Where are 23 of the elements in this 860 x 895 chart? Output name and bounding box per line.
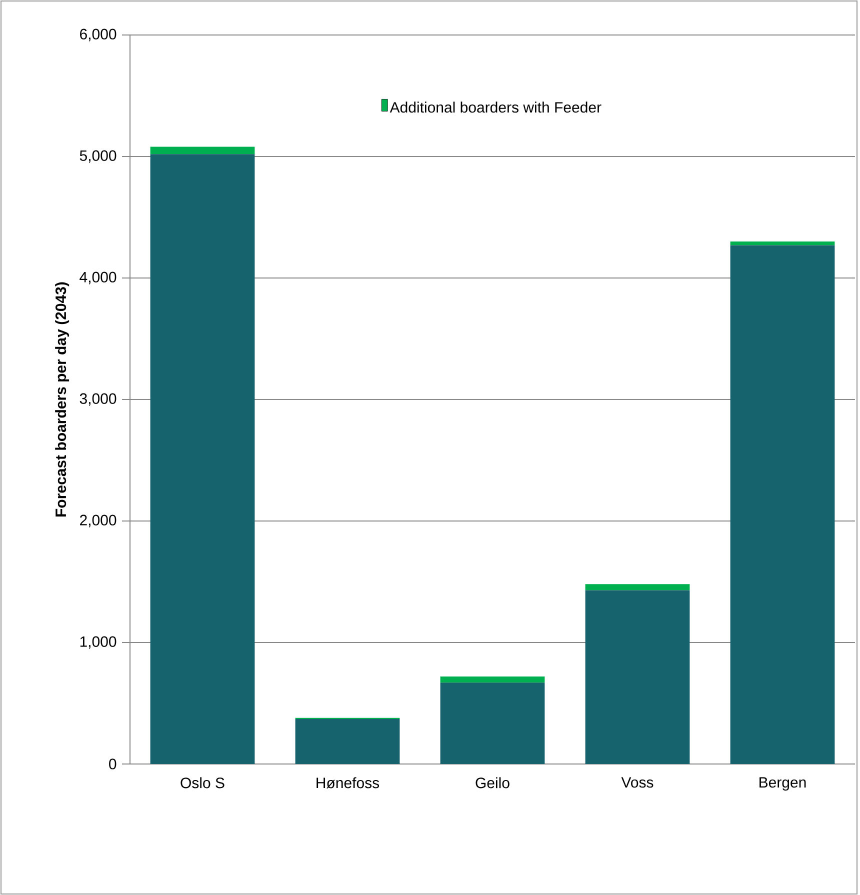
- bar: [295, 719, 400, 764]
- x-tick-label: Geilo: [476, 777, 510, 788]
- x-tick-label: Voss: [621, 777, 654, 788]
- bar: [440, 682, 545, 764]
- y-tick-label: 1,000: [80, 636, 116, 649]
- bar: [585, 584, 690, 590]
- x-tick-label: Oslo S: [180, 777, 224, 788]
- y-axis-title: Forecast boarders per day (2043): [55, 282, 70, 516]
- bar: [150, 154, 255, 764]
- y-tick-label: 0: [109, 758, 116, 770]
- y-tick-label: 3,000: [80, 393, 116, 406]
- y-tick-label: 4,000: [80, 272, 116, 284]
- bar: [730, 245, 835, 764]
- bar: [730, 242, 835, 246]
- bar: [150, 146, 255, 154]
- x-tick-label: Hønefoss: [316, 777, 380, 788]
- y-tick-label: 2,000: [80, 514, 116, 528]
- x-tick-label: Bergen: [760, 777, 806, 791]
- bar: [440, 676, 545, 683]
- bar: [585, 590, 690, 764]
- y-tick-label: 6,000: [80, 28, 116, 42]
- y-tick-label: 5,000: [80, 150, 116, 163]
- legend-label: Additional boarders with Feeder: [390, 102, 602, 113]
